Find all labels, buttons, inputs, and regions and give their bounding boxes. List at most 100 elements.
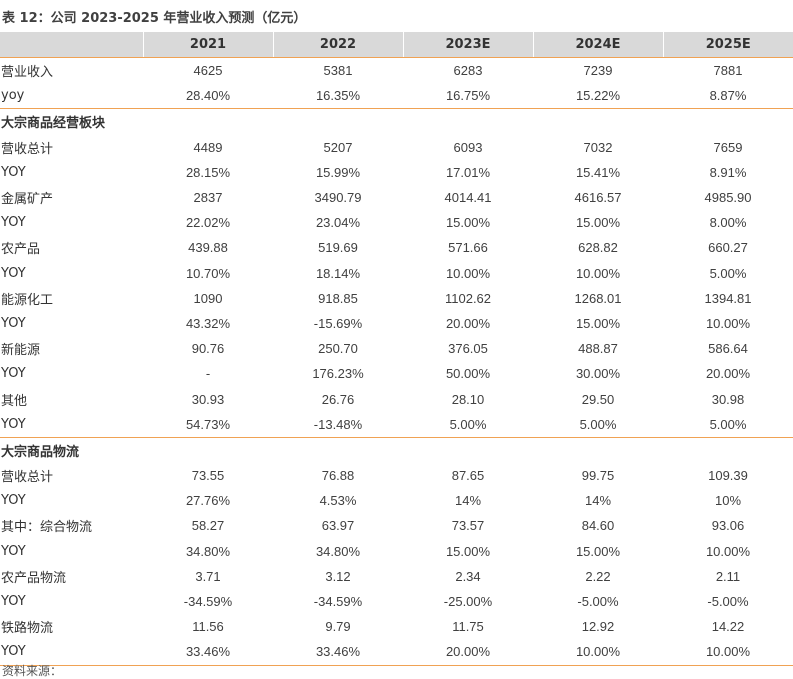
value-cell: 3.12 <box>325 568 351 584</box>
value-cell: 918.85 <box>318 290 358 306</box>
row-label: YOY <box>1 366 26 382</box>
section-label: 大宗商品物流 <box>0 436 793 463</box>
revenue-forecast-table: 2021 2022 2023E 2024E 2025E 营业收入 4625 5381… <box>0 32 793 666</box>
value-cell: 54.73% <box>185 416 231 432</box>
value-cell: 10.70% <box>185 265 231 281</box>
value-cell: 10.00% <box>705 315 751 331</box>
row-label: 其他 <box>1 393 28 409</box>
value-cell: 571.66 <box>448 240 488 256</box>
table-row: 农产品 439.88 519.69 571.66 628.82 660.27 <box>0 235 793 260</box>
value-cell: -15.69% <box>313 315 363 331</box>
table-row: 能源化工 1090 918.85 1102.62 1268.01 1394.81 <box>0 286 793 311</box>
row-label: 能源化工 <box>1 292 54 308</box>
header-cell-2025e: 2025E <box>662 32 793 58</box>
value-cell: 9.79 <box>325 619 351 635</box>
table-row: YOY 10.70% 18.14% 10.00% 10.00% 5.00% <box>0 261 793 286</box>
value-cell: 28.40% <box>185 88 231 104</box>
value-cell: 4625 <box>193 63 223 79</box>
value-cell: -25.00% <box>443 594 493 610</box>
table-row: YOY -34.59% -34.59% -25.00% -5.00% -5.00% <box>0 589 793 614</box>
table-row: YOY 34.80% 34.80% 15.00% 15.00% 10.00% <box>0 539 793 564</box>
table-row: YOY 54.73% -13.48% 5.00% 5.00% 5.00% <box>0 412 793 438</box>
table-row: 金属矿产 2837 3490.79 4014.41 4616.57 4985.90 <box>0 185 793 210</box>
value-cell: 43.32% <box>185 315 231 331</box>
value-cell: 2.22 <box>585 568 611 584</box>
value-cell: 5381 <box>323 63 353 79</box>
value-cell: 2.11 <box>715 568 741 584</box>
value-cell: 7659 <box>713 139 743 155</box>
header-cell-2024e: 2024E <box>532 32 663 58</box>
table-row: 其中：综合物流 58.27 63.97 73.57 84.60 93.06 <box>0 513 793 538</box>
value-cell: 8.91% <box>709 164 747 180</box>
value-cell: 27.76% <box>185 493 231 509</box>
value-cell: 90.76 <box>191 341 225 357</box>
value-cell: 73.57 <box>451 518 485 534</box>
row-label: YOY <box>1 416 26 432</box>
value-cell: 28.15% <box>185 164 231 180</box>
value-cell: 15.41% <box>575 164 621 180</box>
value-cell: 10.00% <box>445 265 491 281</box>
value-cell: 5.00% <box>709 265 747 281</box>
row-label: 农产品物流 <box>1 570 67 586</box>
value-cell: 20.00% <box>445 315 491 331</box>
value-cell: 14.22 <box>711 619 745 635</box>
row-label: 营业收入 <box>1 65 54 81</box>
value-cell: 18.14% <box>315 265 361 281</box>
value-cell: -13.48% <box>313 416 363 432</box>
table-row: 营收总计 73.55 76.88 87.65 99.75 109.39 <box>0 463 793 488</box>
value-cell: 439.88 <box>188 240 228 256</box>
value-cell: -34.59% <box>313 594 363 610</box>
value-cell: - <box>205 366 211 382</box>
value-cell: 33.46% <box>143 639 273 666</box>
value-cell: 376.05 <box>448 341 488 357</box>
value-cell: 28.10 <box>451 391 485 407</box>
table-row: YOY 33.46% 33.46% 20.00% 10.00% 10.00% <box>0 639 793 666</box>
value-cell: 93.06 <box>711 518 745 534</box>
value-cell: 30.98 <box>711 391 745 407</box>
row-label: 金属矿产 <box>1 192 54 208</box>
value-cell: 50.00% <box>445 366 491 382</box>
value-cell: 1268.01 <box>574 290 622 306</box>
value-cell: 628.82 <box>578 240 618 256</box>
row-label: YOY <box>1 315 26 331</box>
value-cell: 10.00% <box>533 639 663 666</box>
row-label: 农产品 <box>1 242 41 258</box>
value-cell: 20.00% <box>705 366 751 382</box>
value-cell: 4014.41 <box>444 190 492 206</box>
value-cell: 5.00% <box>449 416 487 432</box>
value-cell: 34.80% <box>315 543 361 559</box>
value-cell: 660.27 <box>708 240 748 256</box>
value-cell: -5.00% <box>707 594 749 610</box>
value-cell: 14% <box>584 493 612 509</box>
row-label: 铁路物流 <box>1 621 54 637</box>
value-cell: 26.76 <box>321 391 355 407</box>
header-cell-2022: 2022 <box>272 32 403 58</box>
value-cell: 23.04% <box>315 215 361 231</box>
row-label: YOY <box>1 543 26 559</box>
row-label: YOY <box>1 164 26 180</box>
value-cell: 3.71 <box>195 568 221 584</box>
value-cell: 2837 <box>193 190 223 206</box>
value-cell: 10.00% <box>663 639 793 666</box>
value-cell: 519.69 <box>318 240 358 256</box>
table-row: YOY 43.32% -15.69% 20.00% 15.00% 10.00% <box>0 311 793 336</box>
table-row: 营收总计 4489 5207 6093 7032 7659 <box>0 135 793 160</box>
row-label: 营收总计 <box>1 470 54 486</box>
section-header-row: 大宗商品物流 <box>0 436 793 463</box>
value-cell: 7239 <box>583 63 613 79</box>
row-label: YOY <box>1 493 26 509</box>
header-cell-2021: 2021 <box>142 32 273 58</box>
value-cell: 10.00% <box>575 265 621 281</box>
row-label: 新能源 <box>1 343 41 359</box>
value-cell: 5207 <box>323 139 353 155</box>
value-cell: 15.00% <box>575 215 621 231</box>
value-cell: 4616.57 <box>574 190 622 206</box>
header-cell-label <box>0 32 143 58</box>
row-label: 其中：综合物流 <box>1 520 93 536</box>
header-cell-2023e: 2023E <box>402 32 533 58</box>
table-row: YOY 28.15% 15.99% 17.01% 15.41% 8.91% <box>0 160 793 185</box>
value-cell: 33.46% <box>273 639 403 666</box>
value-cell: 76.88 <box>321 468 355 484</box>
value-cell: 4985.90 <box>704 190 752 206</box>
value-cell: 7881 <box>713 63 743 79</box>
